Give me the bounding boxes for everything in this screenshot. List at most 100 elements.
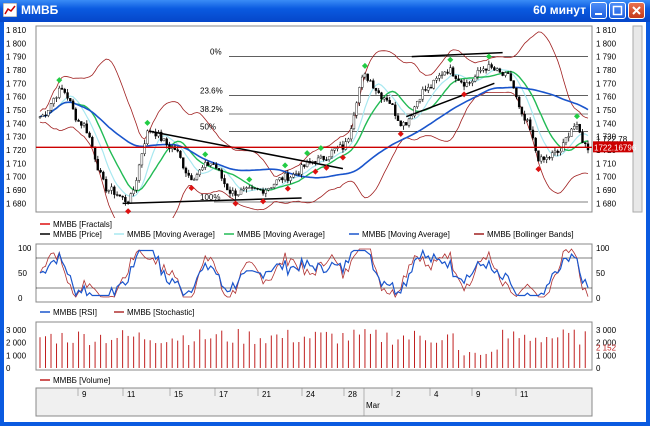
time-axis-day-label: 4 — [434, 390, 439, 399]
price-candle — [292, 174, 295, 178]
price-candle — [553, 150, 557, 153]
legend-entry[interactable]: ММВБ [Moving Average] — [362, 230, 450, 239]
legend-entry[interactable]: ММВБ [Fractals] — [53, 220, 112, 229]
price-candle — [402, 122, 405, 127]
price-candle — [493, 67, 496, 71]
trend-line[interactable] — [411, 51, 503, 58]
chart-canvas[interactable]: 1 810 1 810 1 800 1 800 1 790 1 790 1 780 1 780… — [4, 22, 646, 422]
price-candle — [487, 64, 491, 71]
price-candle — [564, 137, 568, 143]
price-candle — [366, 73, 369, 81]
price-candle — [515, 87, 518, 98]
fractal-up-marker — [246, 176, 253, 183]
price-candle — [259, 188, 262, 190]
maximize-button[interactable] — [609, 2, 626, 19]
price-candle — [74, 108, 77, 121]
price-candle — [559, 150, 562, 153]
price-candle — [195, 174, 199, 180]
price-candle — [49, 103, 53, 111]
fractal-down-marker — [535, 166, 542, 173]
price-candle — [479, 70, 482, 72]
price-candle — [490, 64, 493, 68]
price-candle — [330, 150, 334, 157]
y-axis-tick-label-right: 1 780 — [596, 66, 617, 75]
price-candle — [352, 115, 356, 129]
price-candle — [377, 90, 380, 93]
price-candle — [322, 155, 325, 160]
price-candle — [316, 157, 320, 164]
main-scrollbar[interactable] — [632, 25, 643, 213]
price-candle — [132, 189, 135, 194]
price-candle — [206, 162, 210, 166]
price-candle — [193, 179, 196, 181]
price-candle — [157, 131, 160, 137]
price-candle — [418, 98, 422, 102]
price-candle — [248, 187, 251, 189]
legend-entry[interactable]: ММВБ [Bollinger Bands] — [487, 230, 574, 239]
price-candle — [369, 80, 372, 82]
main-price-panel[interactable] — [35, 25, 593, 213]
price-candle — [531, 129, 535, 139]
price-candle — [187, 172, 190, 176]
legend-entry[interactable]: ММВБ [RSI] — [53, 308, 97, 317]
price-candle — [190, 175, 193, 181]
legend-entry[interactable]: ММВБ [Price] — [53, 230, 102, 239]
fractal-down-marker — [312, 168, 319, 175]
price-candle — [198, 169, 201, 175]
y-axis-tick-label-right: 1 760 — [596, 93, 617, 102]
y-axis-tick-label-right: 1 740 — [596, 119, 617, 128]
legend-entry[interactable]: ММВБ [Stochastic] — [127, 308, 195, 317]
price-candle — [347, 138, 350, 142]
trend-line[interactable] — [405, 82, 495, 118]
y-axis-tick-label-left: 1 750 — [6, 106, 27, 115]
volume-y-tick-left: 1 000 — [6, 351, 27, 360]
fractal-up-marker — [56, 77, 63, 84]
price-candle — [270, 187, 273, 189]
price-candle — [432, 80, 435, 89]
price-candle — [226, 183, 229, 191]
price-candle — [201, 167, 204, 171]
minimize-button[interactable] — [590, 2, 607, 19]
price-candle — [319, 155, 323, 159]
fibonacci-level-label: 23.6% — [200, 86, 223, 95]
close-button[interactable] — [628, 2, 645, 19]
price-candle — [383, 97, 386, 100]
bollinger-upper-band — [39, 31, 589, 177]
price-candle — [91, 137, 94, 148]
price-candle — [261, 189, 265, 194]
price-candle — [143, 143, 146, 154]
price-candle — [181, 157, 185, 169]
price-candle — [391, 103, 394, 106]
legend-entry[interactable]: ММВБ [Moving Average] — [237, 230, 325, 239]
crosshair-value-box — [593, 141, 633, 153]
oscillator-panel[interactable] — [35, 243, 593, 303]
price-candle — [242, 188, 245, 191]
price-candle — [396, 115, 400, 121]
price-candle — [215, 164, 218, 169]
price-candle — [482, 68, 485, 71]
trend-line[interactable] — [122, 197, 302, 205]
price-candle — [460, 80, 463, 83]
price-candle — [449, 67, 452, 74]
price-candle — [355, 102, 358, 116]
time-axis[interactable] — [35, 387, 593, 417]
legend-entry[interactable]: ММВБ [Moving Average] — [127, 230, 215, 239]
price-candle — [107, 190, 111, 192]
window-titlebar[interactable]: ММВБ 60 минут — [0, 0, 650, 22]
price-candle — [385, 97, 389, 101]
volume-y-tick-right: 3 000 — [596, 326, 617, 335]
y-axis-tick-label-right: 1 770 — [596, 79, 617, 88]
y-axis-tick-label-right: 1 790 — [596, 53, 617, 62]
legend-entry[interactable]: ММВБ [Volume] — [53, 376, 110, 385]
y-axis-tick-label-left: 1 690 — [6, 186, 27, 195]
price-candle — [512, 80, 515, 89]
price-candle — [162, 138, 166, 141]
fibonacci-level-label: 100% — [200, 193, 220, 202]
trend-line[interactable] — [150, 130, 344, 170]
price-candle — [388, 100, 391, 104]
volume-panel[interactable] — [35, 321, 593, 371]
price-candle — [165, 138, 168, 146]
price-candle — [220, 169, 223, 179]
fractal-up-marker — [144, 119, 151, 126]
osc-y-tick-right: 0 — [596, 294, 601, 303]
